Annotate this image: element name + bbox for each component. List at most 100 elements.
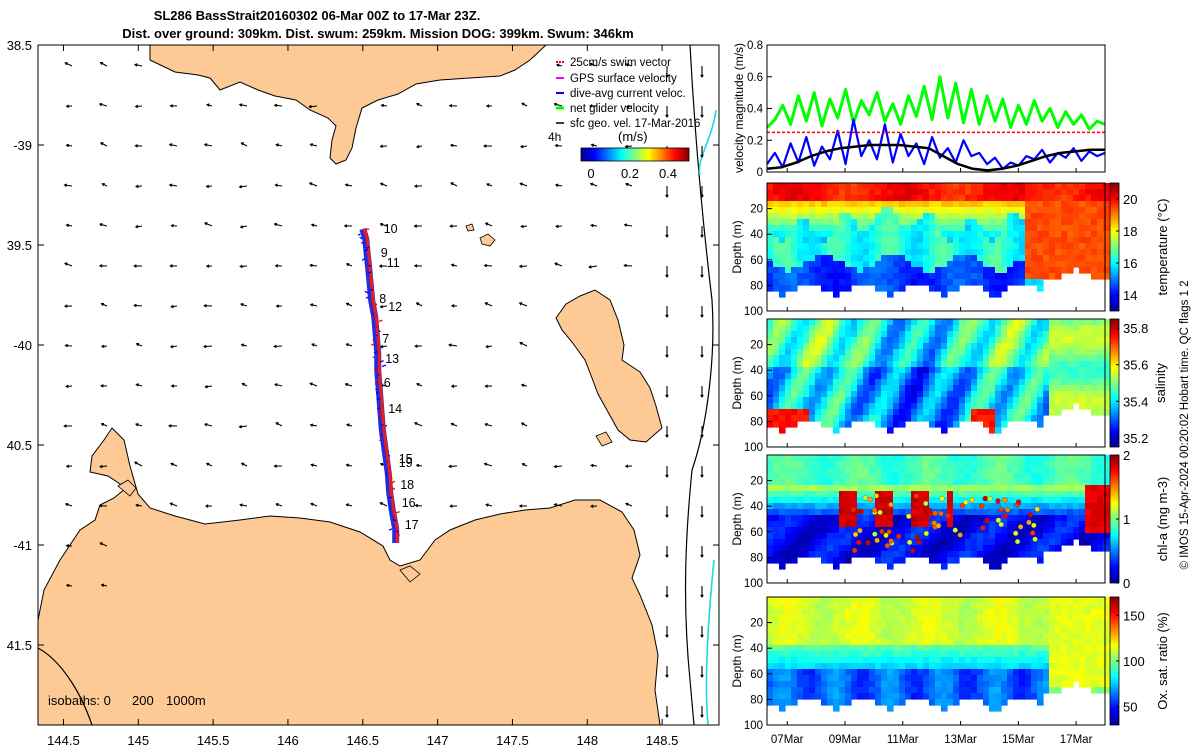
land-tasmania xyxy=(38,427,661,725)
section-xticks: 07Mar 09Mar 11Mar 13Mar 15Mar 17Mar xyxy=(771,168,1093,746)
velocity-arrow xyxy=(98,102,108,107)
section-panel-salinity: 20 40 60 80 100 Depth (m) 35.2 35.4 35.6 35.8 sali… xyxy=(730,318,1168,454)
map-legend: 25cm/s swim vector GPS surface velocity … xyxy=(556,57,700,130)
velocity-arrow xyxy=(99,464,108,469)
velocity-arrow xyxy=(665,66,669,79)
chl-point xyxy=(980,525,986,531)
velocity-arrow xyxy=(345,262,353,267)
speed-colorbar: 4h (m/s) 0 0.2 0.4 xyxy=(548,129,690,181)
velocity-arrow xyxy=(98,504,108,508)
lat-tick-label: 40.5 xyxy=(7,438,32,453)
day-label: 8 xyxy=(379,292,386,306)
velocity-arrow xyxy=(133,461,143,467)
depth-tick-label: 80 xyxy=(750,280,763,292)
velocity-arrow xyxy=(240,302,248,307)
velocity-arrow xyxy=(345,343,353,347)
surface-velocity-vectors xyxy=(63,61,704,719)
depth-tick-label: 100 xyxy=(744,442,763,454)
velocity-arrow xyxy=(700,666,704,679)
velocity-arrow xyxy=(590,504,598,508)
day-tick-label: 09Mar xyxy=(829,734,862,746)
velocity-arrow xyxy=(700,626,704,639)
section-frame xyxy=(766,454,1106,584)
chl-point xyxy=(910,548,916,554)
velocity-arrow xyxy=(206,103,213,107)
velocity-arrow xyxy=(665,226,669,239)
velocity-arrow xyxy=(485,104,493,108)
colorbar-tick-label: 35.8 xyxy=(1123,321,1148,336)
velocity-arrow xyxy=(309,303,318,307)
track-vector xyxy=(374,369,379,372)
velocity-arrow xyxy=(554,262,563,267)
velocity-arrow xyxy=(625,502,633,507)
velocity-arrow xyxy=(100,583,108,587)
chl-point xyxy=(979,503,985,509)
velocity-arrow xyxy=(100,384,108,388)
chl-point xyxy=(886,529,892,535)
chl-point xyxy=(959,503,966,509)
velocity-arrow xyxy=(589,182,598,187)
colorbar-tick-label: 2 xyxy=(1123,448,1130,463)
velocity-arrow xyxy=(344,382,353,387)
velocity-arrow xyxy=(65,384,73,389)
velocity-arrow xyxy=(168,183,178,187)
velocity-arrow xyxy=(700,506,704,519)
velocity-arrow xyxy=(413,184,423,188)
velocity-arrow xyxy=(240,462,248,467)
depth-tick-label: 100 xyxy=(744,306,763,318)
section-frame xyxy=(766,596,1106,726)
chl-point xyxy=(935,523,942,529)
velocity-arrow xyxy=(521,463,528,467)
colorbar-gradient xyxy=(580,147,690,162)
velocity-arrow xyxy=(588,104,598,108)
velocity-arrow xyxy=(308,104,318,109)
velocity-arrow xyxy=(450,304,458,308)
velocity-arrow xyxy=(239,503,248,507)
velocity-arrow xyxy=(275,143,283,147)
velocity-arrow xyxy=(203,303,213,308)
lon-tick-label: 145.5 xyxy=(197,733,230,748)
velocity-arrow xyxy=(555,63,563,67)
velocity-arrow xyxy=(665,426,669,439)
day-label: 13 xyxy=(385,352,399,366)
chl-point xyxy=(1027,512,1034,518)
velocity-arrow xyxy=(65,223,73,228)
velocity-arrow xyxy=(450,182,458,187)
chl-point xyxy=(906,513,912,519)
velocity-arrow xyxy=(274,183,283,188)
track-vector xyxy=(361,257,366,261)
track-vector xyxy=(373,351,378,354)
chl-point xyxy=(896,533,902,540)
velocity-arrow xyxy=(168,143,178,147)
velocity-arrow xyxy=(65,143,73,148)
land-island-a xyxy=(479,233,496,247)
velocity-arrow xyxy=(553,102,563,107)
velocity-arrow xyxy=(449,504,458,508)
velocity-arrow xyxy=(413,224,423,228)
chl-point xyxy=(1026,519,1032,526)
velocity-arrow xyxy=(170,462,178,467)
colorbar-tick-label: 50 xyxy=(1123,700,1137,715)
velocity-arrow xyxy=(169,502,178,507)
velocity-arrow xyxy=(700,426,704,439)
velocity-arrow xyxy=(238,103,248,107)
depth-axis-label: Depth (m) xyxy=(730,220,744,273)
section-cells xyxy=(767,183,1110,298)
velocity-arrow xyxy=(310,502,318,507)
velocity-arrow xyxy=(205,462,213,467)
velocity-arrow xyxy=(204,384,213,389)
day-tick-label: 17Mar xyxy=(1060,734,1093,746)
chl-point xyxy=(852,531,859,538)
velocity-arrow xyxy=(483,263,493,268)
chl-point xyxy=(914,534,920,540)
velocity-arrow xyxy=(64,262,73,267)
depth-tick-label: 20 xyxy=(750,340,763,352)
velocity-arrow xyxy=(63,183,73,187)
track-vector xyxy=(375,388,378,391)
colorbar-tick-label: 1 xyxy=(1123,512,1130,527)
velocity-ylabel: velocity magnitude (m/s) xyxy=(732,43,746,173)
velocity-line xyxy=(766,118,1106,170)
track-vector xyxy=(381,423,384,426)
velocity-arrow xyxy=(625,182,633,187)
